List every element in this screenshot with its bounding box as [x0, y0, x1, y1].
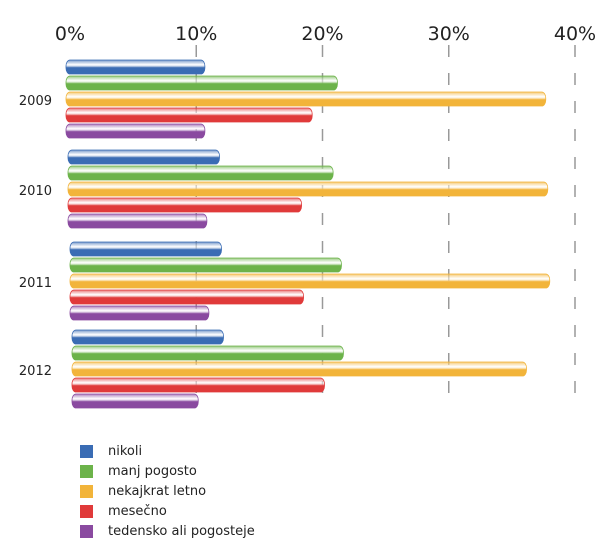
bar-2009-4	[65, 123, 206, 139]
x-axis-ticks: 0% 10% 20% 30% 40%	[55, 23, 596, 45]
bar-2011-0	[69, 241, 222, 257]
legend-swatch	[80, 524, 93, 538]
x-tick-label: 40%	[554, 23, 596, 45]
legend-swatch	[80, 464, 93, 478]
bar-2011-2	[69, 273, 551, 289]
bars	[65, 59, 551, 409]
bar-2010-3	[67, 197, 302, 213]
bar-2010-2	[67, 181, 549, 197]
legend-item: manj pogosto	[80, 462, 255, 480]
legend-label: nekajkrat letno	[108, 483, 207, 499]
bar-2009-1	[65, 75, 338, 91]
x-tick-label: 0%	[55, 23, 85, 45]
category-labels: 2009 2010 2011 2012	[19, 94, 52, 379]
legend-item: mesečno	[80, 502, 255, 520]
legend: nikoli manj pogosto nekajkrat letno mesečno…	[80, 442, 255, 542]
x-tick-label: 30%	[428, 23, 470, 45]
x-tick-label: 20%	[301, 23, 343, 45]
bar-chart: 0% 10% 20% 30% 40% 2009 2010 2011 2012	[19, 23, 596, 409]
bar-2010-0	[67, 149, 220, 165]
bar-2009-0	[65, 59, 206, 75]
category-label: 2012	[19, 364, 52, 379]
bar-2012-2	[71, 361, 527, 377]
category-label: 2011	[19, 276, 52, 291]
legend-item: tedensko ali pogosteje	[80, 522, 255, 540]
bar-2009-3	[65, 107, 313, 123]
x-tick-label: 10%	[175, 23, 217, 45]
category-label: 2009	[19, 94, 52, 109]
bar-2011-1	[69, 257, 342, 273]
legend-item: nekajkrat letno	[80, 482, 255, 500]
legend-swatch	[80, 484, 93, 498]
legend-label: mesečno	[108, 503, 167, 519]
bar-2012-1	[71, 345, 344, 361]
legend-item: nikoli	[80, 442, 255, 460]
legend-swatch	[80, 444, 93, 458]
legend-swatch	[80, 504, 93, 518]
bar-2012-4	[71, 393, 199, 409]
legend-label: tedensko ali pogosteje	[108, 523, 255, 539]
legend-label: manj pogosto	[108, 463, 197, 479]
category-label: 2010	[19, 184, 52, 199]
bar-2012-0	[71, 329, 224, 345]
legend-label: nikoli	[108, 443, 143, 459]
bar-2011-3	[69, 289, 304, 305]
bar-2009-2	[65, 91, 547, 107]
bar-2012-3	[71, 377, 325, 393]
bar-2010-4	[67, 213, 208, 229]
bar-2011-4	[69, 305, 210, 321]
bar-2010-1	[67, 165, 334, 181]
